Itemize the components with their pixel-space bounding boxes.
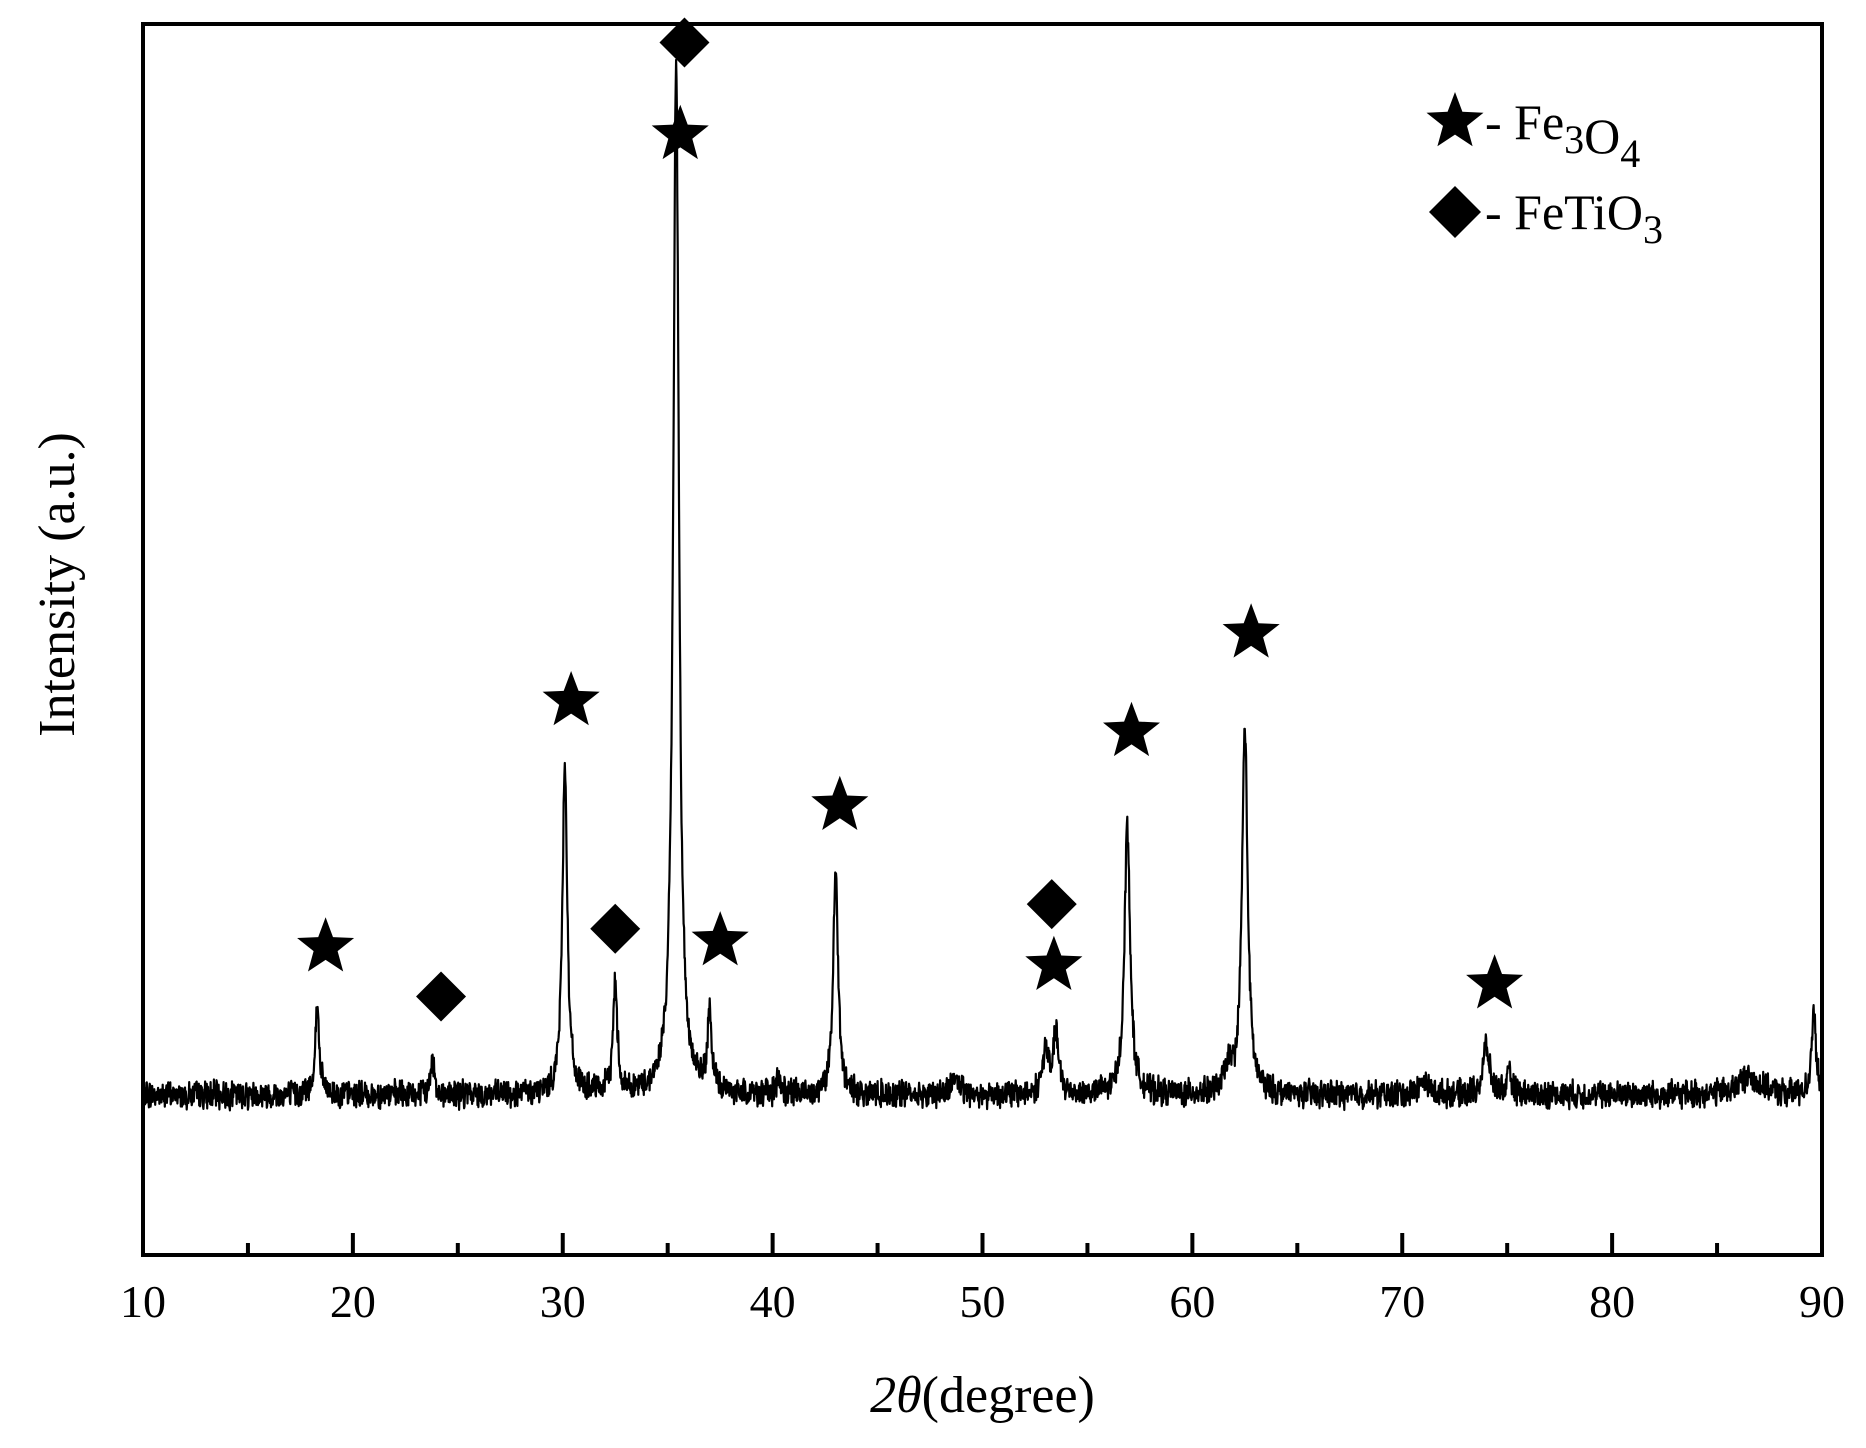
y-axis-title: Intensity (a.u.) [29,432,86,737]
x-tick-label: 20 [330,1276,376,1327]
x-tick-label: 50 [960,1276,1006,1327]
x-tick-label: 40 [750,1276,796,1327]
legend: - Fe3O4 - FeTiO3 [1426,92,1663,252]
fe3o4-star-marker [1222,603,1280,658]
x-tick-label: 10 [120,1276,166,1327]
plot-area [141,17,1824,1112]
fetio3-diamond-marker [416,971,467,1022]
fetio3-diamond-marker [590,903,641,954]
fetio3-diamond-marker [1026,879,1077,930]
x-axis-symbol: 2θ [870,1367,922,1424]
fe3o4-star-marker [691,911,749,966]
legend-entry-label: - FeTiO3 [1485,184,1663,252]
x-axis-title: 2θ(degree) [870,1367,1095,1424]
fe3o4-star-marker [1025,935,1083,990]
xrd-pattern-line [141,58,1824,1112]
fe3o4-star-marker [651,104,709,160]
x-axis-unit: (degree) [922,1367,1095,1424]
x-tick-label: 80 [1589,1276,1635,1327]
fe3o4-star-marker [811,775,869,830]
x-tick-label: 70 [1379,1276,1425,1327]
legend-diamond-icon [1429,186,1481,238]
legend-star-icon [1426,92,1484,147]
fe3o4-star-marker [297,917,355,972]
fe3o4-star-marker [542,671,600,726]
x-tick-label: 90 [1799,1276,1845,1327]
x-axis-tick-labels: 10 20 30 40 50 60 70 80 90 [120,1276,1845,1327]
peak-markers [297,17,1524,1022]
x-tick-label: 60 [1169,1276,1215,1327]
legend-entry-label: - Fe3O4 [1485,94,1640,176]
fe3o4-star-marker [1466,954,1524,1009]
x-axis-ticks [141,1233,1824,1255]
x-tick-label: 30 [540,1276,586,1327]
fe3o4-star-marker [1103,701,1160,757]
fetio3-diamond-marker [659,17,710,68]
